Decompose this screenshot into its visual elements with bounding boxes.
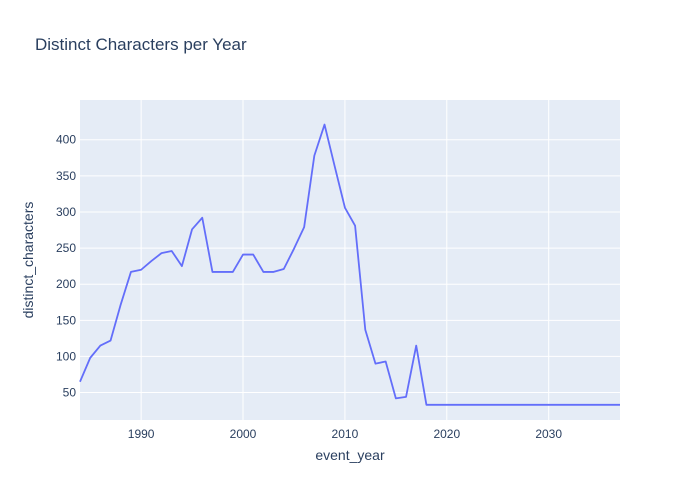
- series-lines: [79, 123, 620, 406]
- x-tick-label: 2020: [433, 427, 460, 441]
- y-tick-label: 200: [56, 277, 76, 291]
- chart-title: Distinct Characters per Year: [35, 35, 247, 54]
- x-axis-title: event_year: [315, 447, 385, 463]
- y-tick-label: 300: [56, 205, 76, 219]
- y-tick-labels: 50 100 150 200 250 300 350 400: [56, 133, 76, 400]
- x-tick-label: 2030: [535, 427, 562, 441]
- y-tick-label: 250: [56, 241, 76, 255]
- y-axis-title: distinct_characters: [20, 202, 36, 319]
- x-tick-label: 1990: [128, 427, 155, 441]
- y-tick-label: 100: [56, 349, 76, 363]
- series-line: [79, 123, 620, 406]
- y-tick-label: 150: [56, 313, 76, 327]
- x-tick-label: 2000: [230, 427, 257, 441]
- plot-area: [80, 100, 620, 420]
- y-tick-label: 400: [56, 133, 76, 147]
- y-tick-label: 50: [63, 386, 77, 400]
- x-tick-label: 2010: [332, 427, 359, 441]
- x-tick-labels: 1990 2000 2010 2020 2030: [128, 427, 563, 441]
- y-tick-label: 350: [56, 169, 76, 183]
- grid-lines: [80, 100, 620, 420]
